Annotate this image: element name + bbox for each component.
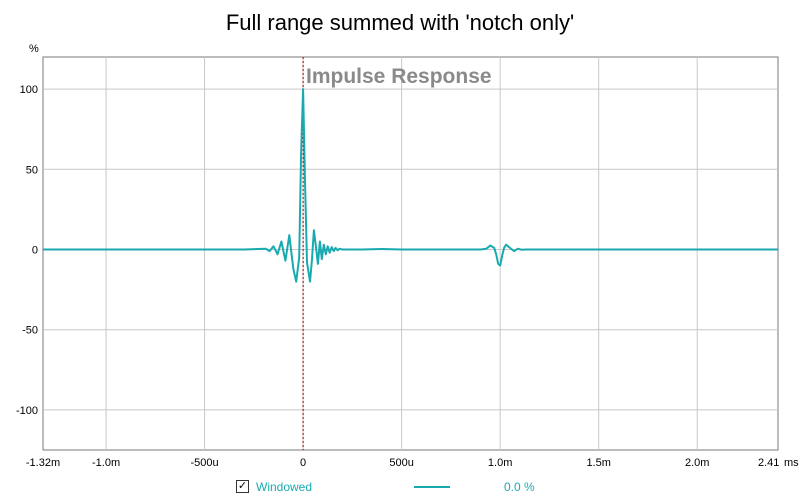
x-tick-label: -1.0m — [92, 457, 120, 469]
y-tick-labels: 100 50 0 -50 -100 — [16, 84, 38, 417]
x-tick-label: -1.32m — [26, 457, 60, 469]
x-tick-label: 2.0m — [685, 457, 709, 469]
y-tick-label: 50 — [26, 164, 38, 176]
x-unit-label: ms — [784, 457, 799, 469]
chart-title: Full range summed with 'notch only' — [226, 10, 574, 35]
legend-label-windowed[interactable]: Windowed — [256, 480, 313, 494]
x-tick-label: 500u — [389, 457, 413, 469]
x-tick-labels: -1.32m -1.0m -500u 0 500u 1.0m 1.5m 2.0m 2.41 — [26, 457, 780, 469]
y-tick-label: -100 — [16, 405, 38, 417]
y-unit-label: % — [29, 43, 39, 55]
x-tick-label: 0 — [300, 457, 306, 469]
legend-value: 0.0 % — [504, 480, 535, 494]
impulse-response-label: Impulse Response — [306, 65, 492, 88]
x-tick-label: 1.5m — [586, 457, 610, 469]
chart: Full range summed with 'notch only' 100 5… — [16, 10, 799, 469]
y-tick-label: -50 — [22, 325, 38, 337]
x-tick-label: 1.0m — [488, 457, 512, 469]
y-tick-label: 0 — [32, 244, 38, 256]
x-tick-label: -500u — [191, 457, 219, 469]
windowed-checkbox[interactable]: ✓ — [236, 480, 249, 493]
legend-swatch — [414, 486, 450, 488]
y-tick-label: 100 — [20, 84, 38, 96]
x-tick-label: 2.41 — [758, 457, 779, 469]
legend: ✓ Windowed 0.0 % — [0, 476, 800, 498]
series-line-windowed — [43, 88, 778, 283]
plot-area — [42, 56, 779, 451]
